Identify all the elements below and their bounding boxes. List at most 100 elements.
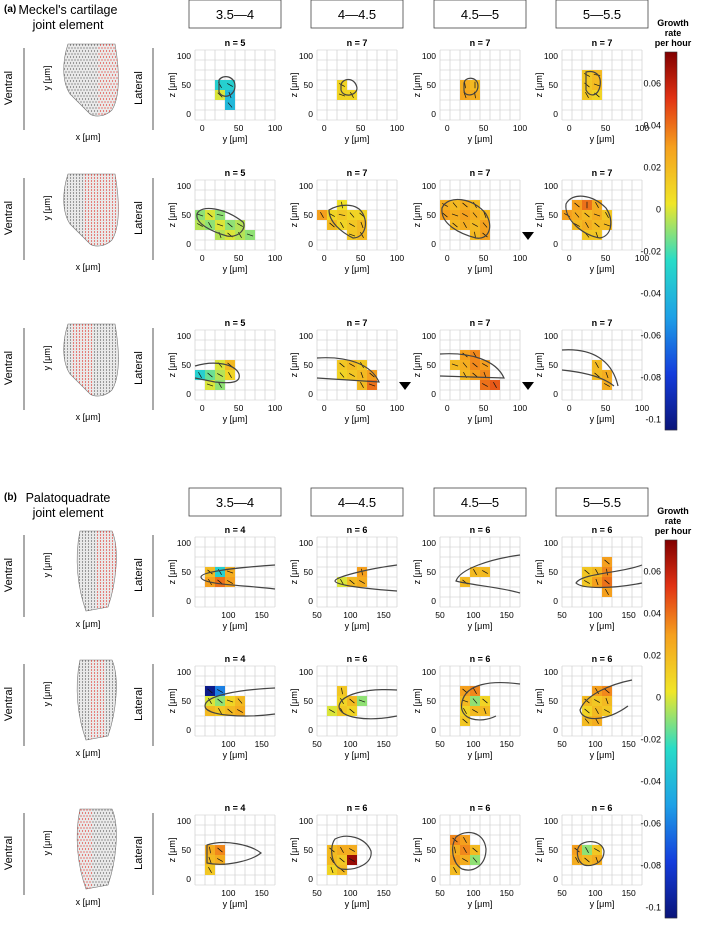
bone-x-label: x [μm] xyxy=(76,132,101,142)
y-tick-label: 100 xyxy=(422,51,436,61)
element-outline xyxy=(455,554,521,594)
growth-direction-mark xyxy=(462,362,468,368)
x-tick-label: 100 xyxy=(268,253,282,263)
x-axis-label: y [μm] xyxy=(590,134,615,144)
y-tick-label: 0 xyxy=(308,389,313,399)
element-outline xyxy=(316,357,380,383)
ventral-label: Ventral xyxy=(3,71,15,105)
growth-direction-mark xyxy=(463,837,467,843)
bone-y-label: y [μm] xyxy=(42,831,52,856)
y-tick-label: 50 xyxy=(182,696,192,706)
growth-direction-mark xyxy=(453,867,457,873)
arrowhead-marker xyxy=(522,382,534,390)
growth-direction-mark xyxy=(584,73,590,77)
growth-direction-mark xyxy=(585,222,589,228)
growth-direction-mark xyxy=(442,212,448,218)
growth-map-plot: 0 50 100 0 50 100 y [μm] z [μm] n = 7 xyxy=(289,168,404,274)
growth-direction-mark xyxy=(339,83,345,87)
x-tick-label: 50 xyxy=(234,403,244,413)
growth-direction-mark xyxy=(604,579,610,585)
growth-direction-mark xyxy=(227,83,233,87)
x-tick-label: 0 xyxy=(567,403,572,413)
x-axis-label: y [μm] xyxy=(590,750,615,760)
y-tick-label: 100 xyxy=(544,51,558,61)
lateral-label: Lateral xyxy=(133,201,145,235)
x-tick-label: 50 xyxy=(312,888,322,898)
y-tick-label: 50 xyxy=(182,80,192,90)
x-tick-label: 0 xyxy=(322,123,327,133)
x-axis-label: y [μm] xyxy=(223,264,248,274)
growth-direction-mark xyxy=(451,213,459,217)
y-tick-label: 100 xyxy=(422,816,436,826)
interval-header: 5—5.5 xyxy=(583,495,621,510)
y-tick-label: 50 xyxy=(549,210,559,220)
growth-direction-mark xyxy=(606,568,608,576)
x-tick-label: 150 xyxy=(377,739,391,749)
growth-direction-mark xyxy=(218,382,222,388)
growth-direction-mark xyxy=(442,203,448,207)
y-tick-label: 100 xyxy=(544,816,558,826)
growth-direction-mark xyxy=(227,580,233,584)
x-tick-label: 0 xyxy=(445,123,450,133)
x-tick-label: 150 xyxy=(622,739,636,749)
panel-title: joint element xyxy=(32,506,104,520)
growth-direction-mark xyxy=(482,570,488,574)
x-tick-label: 0 xyxy=(567,253,572,263)
x-axis-label: y [μm] xyxy=(345,264,370,274)
x-tick-label: 100 xyxy=(513,123,527,133)
x-tick-label: 150 xyxy=(377,888,391,898)
y-tick-label: 100 xyxy=(422,181,436,191)
panel-letter: (b) xyxy=(4,492,17,503)
sample-count-label: n = 6 xyxy=(470,525,491,535)
interval-header: 4—4.5 xyxy=(338,495,376,510)
growth-direction-mark xyxy=(341,687,343,695)
y-tick-label: 0 xyxy=(553,874,558,884)
y-axis-label: z [μm] xyxy=(289,353,299,378)
colorbar-tick-label: -0.04 xyxy=(640,289,661,299)
growth-direction-mark xyxy=(584,857,590,863)
x-tick-label: 0 xyxy=(567,123,572,133)
colorbar-title: Growth xyxy=(657,18,689,28)
y-tick-label: 0 xyxy=(186,239,191,249)
colorbar-title: per hour xyxy=(655,526,692,536)
growth-direction-mark xyxy=(472,223,478,227)
y-tick-label: 0 xyxy=(308,109,313,119)
growth-direction-mark xyxy=(575,857,579,863)
x-tick-label: 150 xyxy=(377,610,391,620)
growth-direction-mark xyxy=(198,372,202,378)
interval-header: 3.5—4 xyxy=(216,7,254,22)
y-tick-label: 0 xyxy=(186,725,191,735)
y-tick-label: 50 xyxy=(549,360,559,370)
element-outline xyxy=(194,362,240,384)
growth-direction-mark xyxy=(595,688,599,694)
element-outline xyxy=(196,207,245,237)
growth-direction-mark xyxy=(349,223,355,227)
sample-count-label: n = 7 xyxy=(347,168,368,178)
bone-mesh-icon xyxy=(76,808,117,890)
sample-count-label: n = 6 xyxy=(347,525,368,535)
x-axis-label: y [μm] xyxy=(468,264,493,274)
colorbar-tick-label: 0.02 xyxy=(643,163,661,173)
y-axis-label: z [μm] xyxy=(289,73,299,98)
growth-map-plot: 0 50 100 0 50 100 y [μm] z [μm] n = 7 xyxy=(412,318,534,424)
bone-y-label: y [μm] xyxy=(42,346,52,371)
y-tick-label: 100 xyxy=(422,331,436,341)
x-tick-label: 100 xyxy=(343,739,357,749)
sample-count-label: n = 4 xyxy=(225,654,246,664)
bone-x-label: x [μm] xyxy=(76,748,101,758)
growth-direction-mark xyxy=(217,698,223,704)
ventral-label: Ventral xyxy=(3,687,15,721)
y-tick-label: 100 xyxy=(544,667,558,677)
growth-direction-mark xyxy=(208,222,212,228)
lateral-label: Lateral xyxy=(133,558,145,592)
x-tick-label: 0 xyxy=(200,403,205,413)
growth-map-plot: 0 50 100 0 50 100 y [μm] z [μm] n = 7 xyxy=(412,168,534,274)
x-tick-label: 0 xyxy=(322,403,327,413)
growth-direction-mark xyxy=(604,688,610,694)
growth-direction-mark xyxy=(603,223,611,227)
sample-count-label: n = 7 xyxy=(347,38,368,48)
element-outline xyxy=(575,564,643,589)
